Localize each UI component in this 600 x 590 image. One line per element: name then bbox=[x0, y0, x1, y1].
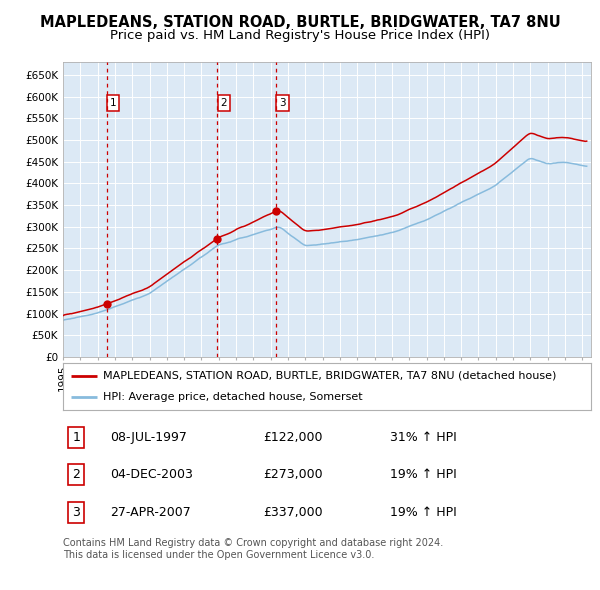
Text: £273,000: £273,000 bbox=[263, 468, 323, 481]
Text: 08-JUL-1997: 08-JUL-1997 bbox=[110, 431, 187, 444]
Text: 27-APR-2007: 27-APR-2007 bbox=[110, 506, 191, 519]
Text: 3: 3 bbox=[72, 506, 80, 519]
Text: £122,000: £122,000 bbox=[263, 431, 323, 444]
Text: HPI: Average price, detached house, Somerset: HPI: Average price, detached house, Some… bbox=[103, 392, 362, 402]
Text: 04-DEC-2003: 04-DEC-2003 bbox=[110, 468, 193, 481]
Text: Price paid vs. HM Land Registry's House Price Index (HPI): Price paid vs. HM Land Registry's House … bbox=[110, 30, 490, 42]
Text: £337,000: £337,000 bbox=[263, 506, 323, 519]
Text: 19% ↑ HPI: 19% ↑ HPI bbox=[391, 468, 457, 481]
Text: 2: 2 bbox=[221, 99, 227, 108]
Text: 1: 1 bbox=[72, 431, 80, 444]
Text: MAPLEDEANS, STATION ROAD, BURTLE, BRIDGWATER, TA7 8NU: MAPLEDEANS, STATION ROAD, BURTLE, BRIDGW… bbox=[40, 15, 560, 30]
Text: MAPLEDEANS, STATION ROAD, BURTLE, BRIDGWATER, TA7 8NU (detached house): MAPLEDEANS, STATION ROAD, BURTLE, BRIDGW… bbox=[103, 371, 556, 381]
Text: 2: 2 bbox=[72, 468, 80, 481]
Text: 19% ↑ HPI: 19% ↑ HPI bbox=[391, 506, 457, 519]
Text: 3: 3 bbox=[280, 99, 286, 108]
Text: Contains HM Land Registry data © Crown copyright and database right 2024.
This d: Contains HM Land Registry data © Crown c… bbox=[63, 538, 443, 560]
Text: 31% ↑ HPI: 31% ↑ HPI bbox=[391, 431, 457, 444]
Text: 1: 1 bbox=[110, 99, 116, 108]
